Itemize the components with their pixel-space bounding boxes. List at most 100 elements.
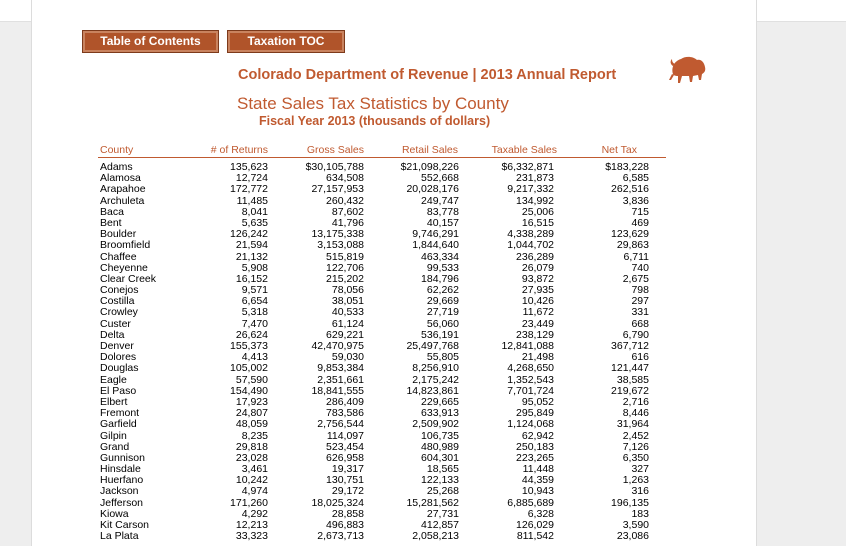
retail-sales-cell: 15,281,562 (406, 496, 459, 509)
retail-sales-cell: 55,805 (426, 351, 459, 364)
table-row: Cheyenne 5,908 122,706 99,533 26,079 740 (0, 261, 846, 274)
retail-sales-cell: 62,262 (426, 284, 459, 297)
taxable-sales-cell: 295,849 (516, 407, 554, 420)
gross-sales-cell: 18,025,324 (311, 496, 364, 509)
returns-cell: 155,373 (230, 340, 268, 352)
taxable-sales-cell: 236,289 (516, 250, 554, 263)
taxable-sales-cell: 10,426 (521, 295, 554, 308)
net-tax-cell: 38,585 (616, 373, 649, 386)
returns-cell: 57,590 (235, 373, 268, 386)
returns-cell: 11,485 (236, 194, 268, 207)
taxable-sales-cell: 1,044,702 (507, 239, 554, 252)
returns-cell: 4,413 (241, 351, 268, 364)
county-cell: Douglas (100, 362, 139, 375)
taxable-sales-cell: 250,183 (516, 440, 554, 453)
taxable-sales-cell: 93,872 (521, 272, 554, 285)
gross-sales-cell: 19,317 (331, 463, 364, 476)
table-row: Boulder 126,242 13,175,338 9,746,291 4,338,2… (0, 228, 846, 241)
returns-cell: 5,318 (241, 306, 268, 319)
net-tax-cell: 183 (631, 507, 649, 520)
retail-sales-cell: 106,735 (421, 429, 459, 442)
net-tax-cell: 469 (631, 216, 649, 229)
net-tax-cell: 31,964 (616, 418, 649, 431)
retail-sales-cell: 8,256,910 (412, 362, 459, 375)
net-tax-cell: 2,452 (622, 429, 649, 442)
retail-sales-cell: 29,669 (426, 295, 459, 308)
net-tax-cell: 331 (631, 306, 649, 319)
taxable-sales-cell: 126,029 (516, 519, 554, 531)
buffalo-icon (669, 56, 706, 83)
retail-sales-cell: 25,497,768 (406, 340, 459, 352)
gross-sales-cell: 634,508 (326, 172, 364, 185)
county-cell: Denver (100, 340, 134, 352)
returns-cell: 171,260 (230, 496, 268, 509)
county-cell: Gunnison (100, 451, 145, 464)
taxation-toc-button[interactable]: Taxation TOC (227, 30, 345, 53)
table-row: Jackson 4,974 29,172 25,268 10,943 316 (0, 486, 846, 497)
column-header-retail-sales: Retail Sales (401, 144, 458, 156)
retail-sales-cell: 249,747 (421, 194, 459, 207)
gross-sales-cell: 629,221 (326, 328, 364, 341)
table-row: Delta 26,624 629,221 536,191 238,129 6,790 (0, 328, 846, 341)
returns-cell: 9,571 (241, 284, 268, 297)
table-row: Garfield 48,059 2,756,544 2,509,902 1,124,06… (0, 419, 846, 430)
taxable-sales-cell: 27,935 (521, 284, 554, 297)
county-cell: Kiowa (100, 507, 129, 520)
taxable-sales-cell: 811,542 (516, 530, 554, 543)
taxable-sales-cell: 44,359 (521, 474, 554, 487)
table-row: Conejos 9,571 78,056 62,262 27,935 798 (0, 284, 846, 297)
county-cell: Archuleta (100, 194, 145, 207)
returns-cell: 7,470 (241, 317, 268, 330)
net-tax-cell: 196,135 (611, 496, 649, 509)
table-row: Crowley 5,318 40,533 27,719 11,672 331 (0, 307, 846, 318)
county-cell: Chaffee (100, 250, 137, 263)
retail-sales-cell: 18,565 (426, 463, 459, 476)
net-tax-cell: 6,790 (622, 328, 649, 341)
table-row: La Plata 33,323 2,673,713 2,058,213 811,542 2… (0, 530, 846, 543)
retail-sales-cell: 9,746,291 (412, 228, 459, 241)
table-row: Baca 8,041 87,602 83,778 25,006 715 (0, 206, 846, 218)
county-cell: Fremont (100, 407, 140, 420)
county-table-body: Adams 135,623 $30,105,788 $21,098,226 $6,332… (0, 161, 846, 543)
gross-sales-cell: 286,409 (326, 395, 364, 408)
gross-sales-cell: 3,153,088 (317, 239, 364, 252)
taxable-sales-cell: 134,992 (516, 194, 554, 207)
gross-sales-cell: 2,756,544 (317, 418, 364, 431)
net-tax-cell: 297 (631, 295, 649, 308)
retail-sales-cell: 27,719 (426, 306, 459, 319)
returns-cell: 8,235 (241, 429, 268, 442)
retail-sales-cell: 2,509,902 (412, 418, 459, 431)
returns-cell: 21,132 (235, 250, 268, 263)
retail-sales-cell: 20,028,176 (406, 183, 459, 196)
county-cell: Cheyenne (100, 261, 148, 274)
county-cell: Clear Creek (100, 272, 157, 285)
returns-cell: 33,323 (235, 530, 268, 543)
table-row: Dolores 4,413 59,030 55,805 21,498 616 (0, 351, 846, 364)
retail-sales-cell: 14,823,861 (406, 384, 459, 397)
county-cell: El Paso (100, 384, 137, 397)
table-of-contents-button[interactable]: Table of Contents (82, 30, 219, 53)
returns-cell: 16,152 (235, 272, 268, 285)
gross-sales-cell: 28,858 (331, 507, 364, 520)
returns-cell: 23,028 (235, 451, 268, 464)
gross-sales-cell: 783,586 (326, 407, 364, 420)
gross-sales-cell: 9,853,384 (317, 362, 364, 375)
county-cell: Jackson (100, 485, 139, 498)
table-row: Chaffee 21,132 515,819 463,334 236,289 6,711 (0, 250, 846, 263)
county-cell: La Plata (100, 530, 139, 543)
retail-sales-cell: 1,844,640 (412, 239, 459, 252)
table-row: Grand 29,818 523,454 480,989 250,183 7,126 (0, 440, 846, 453)
table-row: Broomfield 21,594 3,153,088 1,844,640 1,044,… (0, 240, 846, 251)
taxable-sales-cell: 1,124,068 (507, 418, 554, 431)
county-cell: Boulder (100, 228, 137, 241)
gross-sales-cell: 2,673,713 (317, 530, 364, 543)
table-row: Fremont 24,807 783,586 633,913 295,849 8,446 (0, 407, 846, 420)
retail-sales-cell: 27,731 (426, 507, 459, 520)
returns-cell: 105,002 (230, 362, 268, 375)
county-cell: Delta (100, 328, 125, 341)
county-cell: Gilpin (100, 429, 127, 442)
gross-sales-cell: 59,030 (331, 351, 364, 364)
county-cell: Adams (100, 161, 133, 173)
county-cell: Crowley (100, 306, 138, 319)
taxable-sales-cell: 10,943 (521, 485, 554, 498)
